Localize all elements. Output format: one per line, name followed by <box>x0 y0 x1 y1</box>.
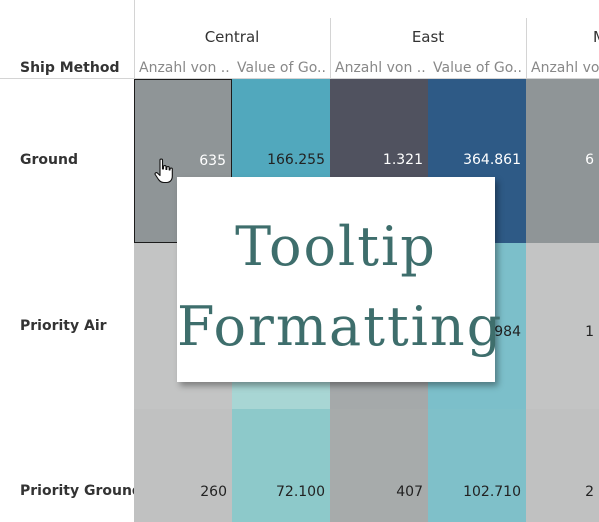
table-cell[interactable]: 1 <box>526 243 599 409</box>
table-cell[interactable]: 260 <box>134 409 232 522</box>
column-header-central[interactable]: Central <box>134 28 330 46</box>
table-cell[interactable]: 407 <box>330 409 428 522</box>
table-cell[interactable]: 102.710 <box>428 409 526 522</box>
measure-header-count[interactable]: Anzahl von .. <box>139 60 233 76</box>
tooltip-title-line1: Tooltip <box>177 215 495 278</box>
row-dimension-header[interactable]: Ship Method <box>20 60 119 76</box>
cell-value: 364.861 <box>463 152 521 168</box>
cell-value: 1.321 <box>383 152 423 168</box>
cell-value: 2 <box>585 484 594 500</box>
cell-value: 407 <box>396 484 423 500</box>
tooltip-title-card: Tooltip Formatting <box>177 177 495 382</box>
measure-header-value[interactable]: Value of Go.. <box>433 60 527 76</box>
cell-value: 635 <box>199 153 226 169</box>
measure-header-count[interactable]: Anzahl von .. <box>531 60 599 76</box>
table-cell[interactable]: 2 <box>526 409 599 522</box>
measure-header-count[interactable]: Anzahl von .. <box>335 60 429 76</box>
table-cell[interactable]: 6 <box>526 79 599 243</box>
cell-value: 260 <box>200 484 227 500</box>
table-cell[interactable]: 72.100 <box>232 409 330 522</box>
hand-pointer-icon <box>154 158 174 184</box>
column-header-third-region[interactable]: M <box>526 28 599 46</box>
cell-value: 166.255 <box>267 152 325 168</box>
cell-value: 102.710 <box>463 484 521 500</box>
row-label-priority-air[interactable]: Priority Air <box>20 318 107 334</box>
measure-header-value[interactable]: Value of Go.. <box>237 60 331 76</box>
column-header-east[interactable]: East <box>330 28 526 46</box>
row-label-priority-ground[interactable]: Priority Ground <box>20 483 142 499</box>
row-label-ground[interactable]: Ground <box>20 152 78 168</box>
cell-value: 1 <box>585 324 594 340</box>
cell-value: 6 <box>585 152 594 168</box>
tooltip-title-line2: Formatting <box>177 295 495 358</box>
cell-value: 72.100 <box>276 484 325 500</box>
